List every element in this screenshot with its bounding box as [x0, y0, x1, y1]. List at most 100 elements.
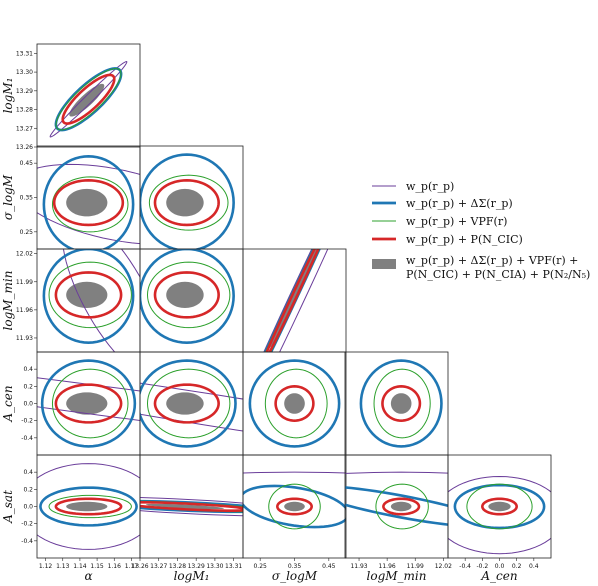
x-tick-label: 1.13: [56, 563, 70, 570]
contour-wp+PNCIC: [153, 271, 220, 319]
contour-wp: [37, 463, 140, 550]
contour-wp+DS: [248, 359, 341, 448]
contour-wp+DS: [243, 484, 346, 529]
contour-all: [284, 393, 305, 414]
y-tick-label: 0.45: [20, 160, 34, 167]
contour-all: [166, 281, 204, 308]
y-axis-label-3: A_cen: [1, 385, 15, 422]
contour-wp+PNCIC: [140, 501, 243, 512]
contour-all: [390, 393, 412, 414]
contour-wp: [49, 61, 128, 138]
y-tick-label: 13.28: [16, 107, 33, 114]
legend-swatch-all: [372, 259, 396, 269]
contour-all: [488, 501, 511, 512]
contour-all: [270, 249, 318, 348]
contour-all: [66, 392, 108, 415]
x-tick-label: 0.25: [253, 563, 267, 570]
y-axis-label-4: A_sat: [1, 490, 15, 524]
legend-label-wp-vpf: w_p(r_p) + VPF(r): [406, 215, 507, 228]
y-axis-label-1: σ_logM: [1, 174, 15, 220]
contour-wp: [140, 497, 243, 517]
y-axis-label-0: logM₁: [1, 78, 15, 114]
contour-wp+DS: [140, 249, 235, 344]
y-tick-label: 0.4: [23, 366, 33, 373]
contour-wp+VPF: [148, 174, 229, 231]
y-tick-label: 0.35: [20, 195, 34, 202]
contour-wp+PNCIC: [382, 497, 421, 516]
contour-wp+DS: [140, 153, 235, 249]
x-axis-label-1: logM₁: [174, 569, 210, 583]
contour-all: [145, 503, 224, 510]
y-tick-label: 13.29: [16, 88, 33, 95]
contour-wp+DS: [453, 483, 546, 530]
x-tick-label: 0.0: [495, 563, 505, 570]
contour-wp+PNCIC: [265, 249, 320, 352]
contour-wp+DS: [42, 249, 135, 344]
contour-wp+VPF: [268, 483, 321, 530]
contour-all: [66, 501, 108, 512]
x-tick-label: 1.16: [108, 563, 122, 570]
panel-Acen-vs-Asat: -0.4 -0.2 0.0 0.2 0.4: [447, 454, 552, 570]
y-tick-label: -0.4: [21, 538, 33, 545]
contour-wp+DS: [345, 486, 448, 526]
panel-alpha-vs-sigma_logM: 0.25 0.35 0.45: [20, 145, 141, 250]
y-tick-label: 0.25: [20, 229, 34, 236]
contour-all: [166, 188, 204, 217]
y-tick-label: 0.4: [23, 469, 33, 476]
x-tick-label: 1.15: [90, 563, 104, 570]
contour-wp+VPF: [146, 261, 231, 329]
panel-alpha-vs-logMmin: 11.93 11.96 11.99 12.02: [16, 248, 141, 353]
contour-all: [66, 281, 108, 308]
x-tick-label: 12.02: [435, 563, 452, 570]
x-tick-label: 13.29: [188, 563, 205, 570]
contour-wp+VPF: [55, 68, 122, 131]
y-tick-label: 11.96: [16, 307, 33, 314]
x-axis-label-4: A_cen: [480, 569, 517, 583]
x-axis-label-2: σ_logM: [272, 569, 318, 583]
panel-frame: [36, 43, 141, 148]
panel-logMmin-vs-Acen: [344, 351, 449, 456]
x-tick-label: 13.26: [131, 563, 148, 570]
panel-logMmin-vs-Asat: 11.93 11.96 11.99 12.02: [344, 454, 452, 570]
contour-wp+PNCIC: [481, 497, 518, 516]
y-tick-label: 13.26: [16, 144, 33, 151]
y-tick-label: 0.2: [23, 486, 33, 493]
legend-label-wp: w_p(r_p): [406, 180, 454, 193]
panel-alpha-vs-Asat: 1.12 1.13 1.14 1.15 1.16 1.17 -0.4 -0.2 0.0 0.2 0.…: [21, 454, 141, 570]
contour-wp+PNCIC: [52, 179, 125, 227]
contour-wp+DS: [140, 359, 237, 448]
legend-label-wp-ds: w_p(r_p) + ΔΣ(r_p): [406, 197, 513, 210]
x-tick-label: 0.2: [512, 563, 522, 570]
x-tick-label: 1.17: [125, 563, 139, 570]
contour-wp+DS: [359, 359, 443, 448]
contour-all: [66, 188, 108, 217]
x-axis-label-3: logM_min: [367, 569, 427, 583]
contour-all: [69, 83, 105, 117]
y-axis-label-2: logM_min: [1, 271, 15, 331]
contour-wp+VPF: [51, 176, 129, 233]
legend: w_p(r_p) w_p(r_p) + ΔΣ(r_p) w_p(r_p) + V…: [372, 180, 590, 281]
panel-sigma_logM-vs-logMmin: [242, 248, 347, 353]
contour-wp+VPF: [48, 261, 132, 329]
panel-sigma_logM-vs-Asat: 0.25 0.35 0.45: [242, 454, 347, 570]
x-tick-label: 13.30: [206, 563, 223, 570]
y-tick-label: 0.0: [23, 401, 33, 408]
panel-alpha-vs-Acen: -0.4 -0.2 0.0 0.2 0.4: [21, 351, 141, 456]
contour-wp+DS: [39, 486, 138, 527]
x-tick-label: 13.27: [150, 563, 167, 570]
y-tick-label: 11.93: [16, 335, 33, 342]
panel-grid: 13.2613.2713.2813.2913.3013.310.250.350.…: [16, 43, 552, 570]
contour-all: [390, 501, 412, 512]
x-tick-label: 13.28: [169, 563, 186, 570]
y-tick-label: 0.0: [23, 504, 33, 511]
legend-label-all-line2: P(N_CIC) + P(N_CIA) + P(N₂/N₅): [406, 268, 590, 281]
contour-wp+PNCIC: [274, 385, 315, 422]
y-tick-label: -0.2: [21, 521, 33, 528]
x-tick-label: -0.2: [476, 563, 488, 570]
x-axis-label-0: α: [84, 569, 92, 583]
legend-label-all-line1: w_p(r_p) + ΔΣ(r_p) + VPF(r) +: [406, 254, 578, 267]
x-tick-label: 1.14: [73, 563, 87, 570]
x-tick-label: 13.31: [225, 563, 242, 570]
y-tick-label: -0.2: [21, 418, 33, 425]
